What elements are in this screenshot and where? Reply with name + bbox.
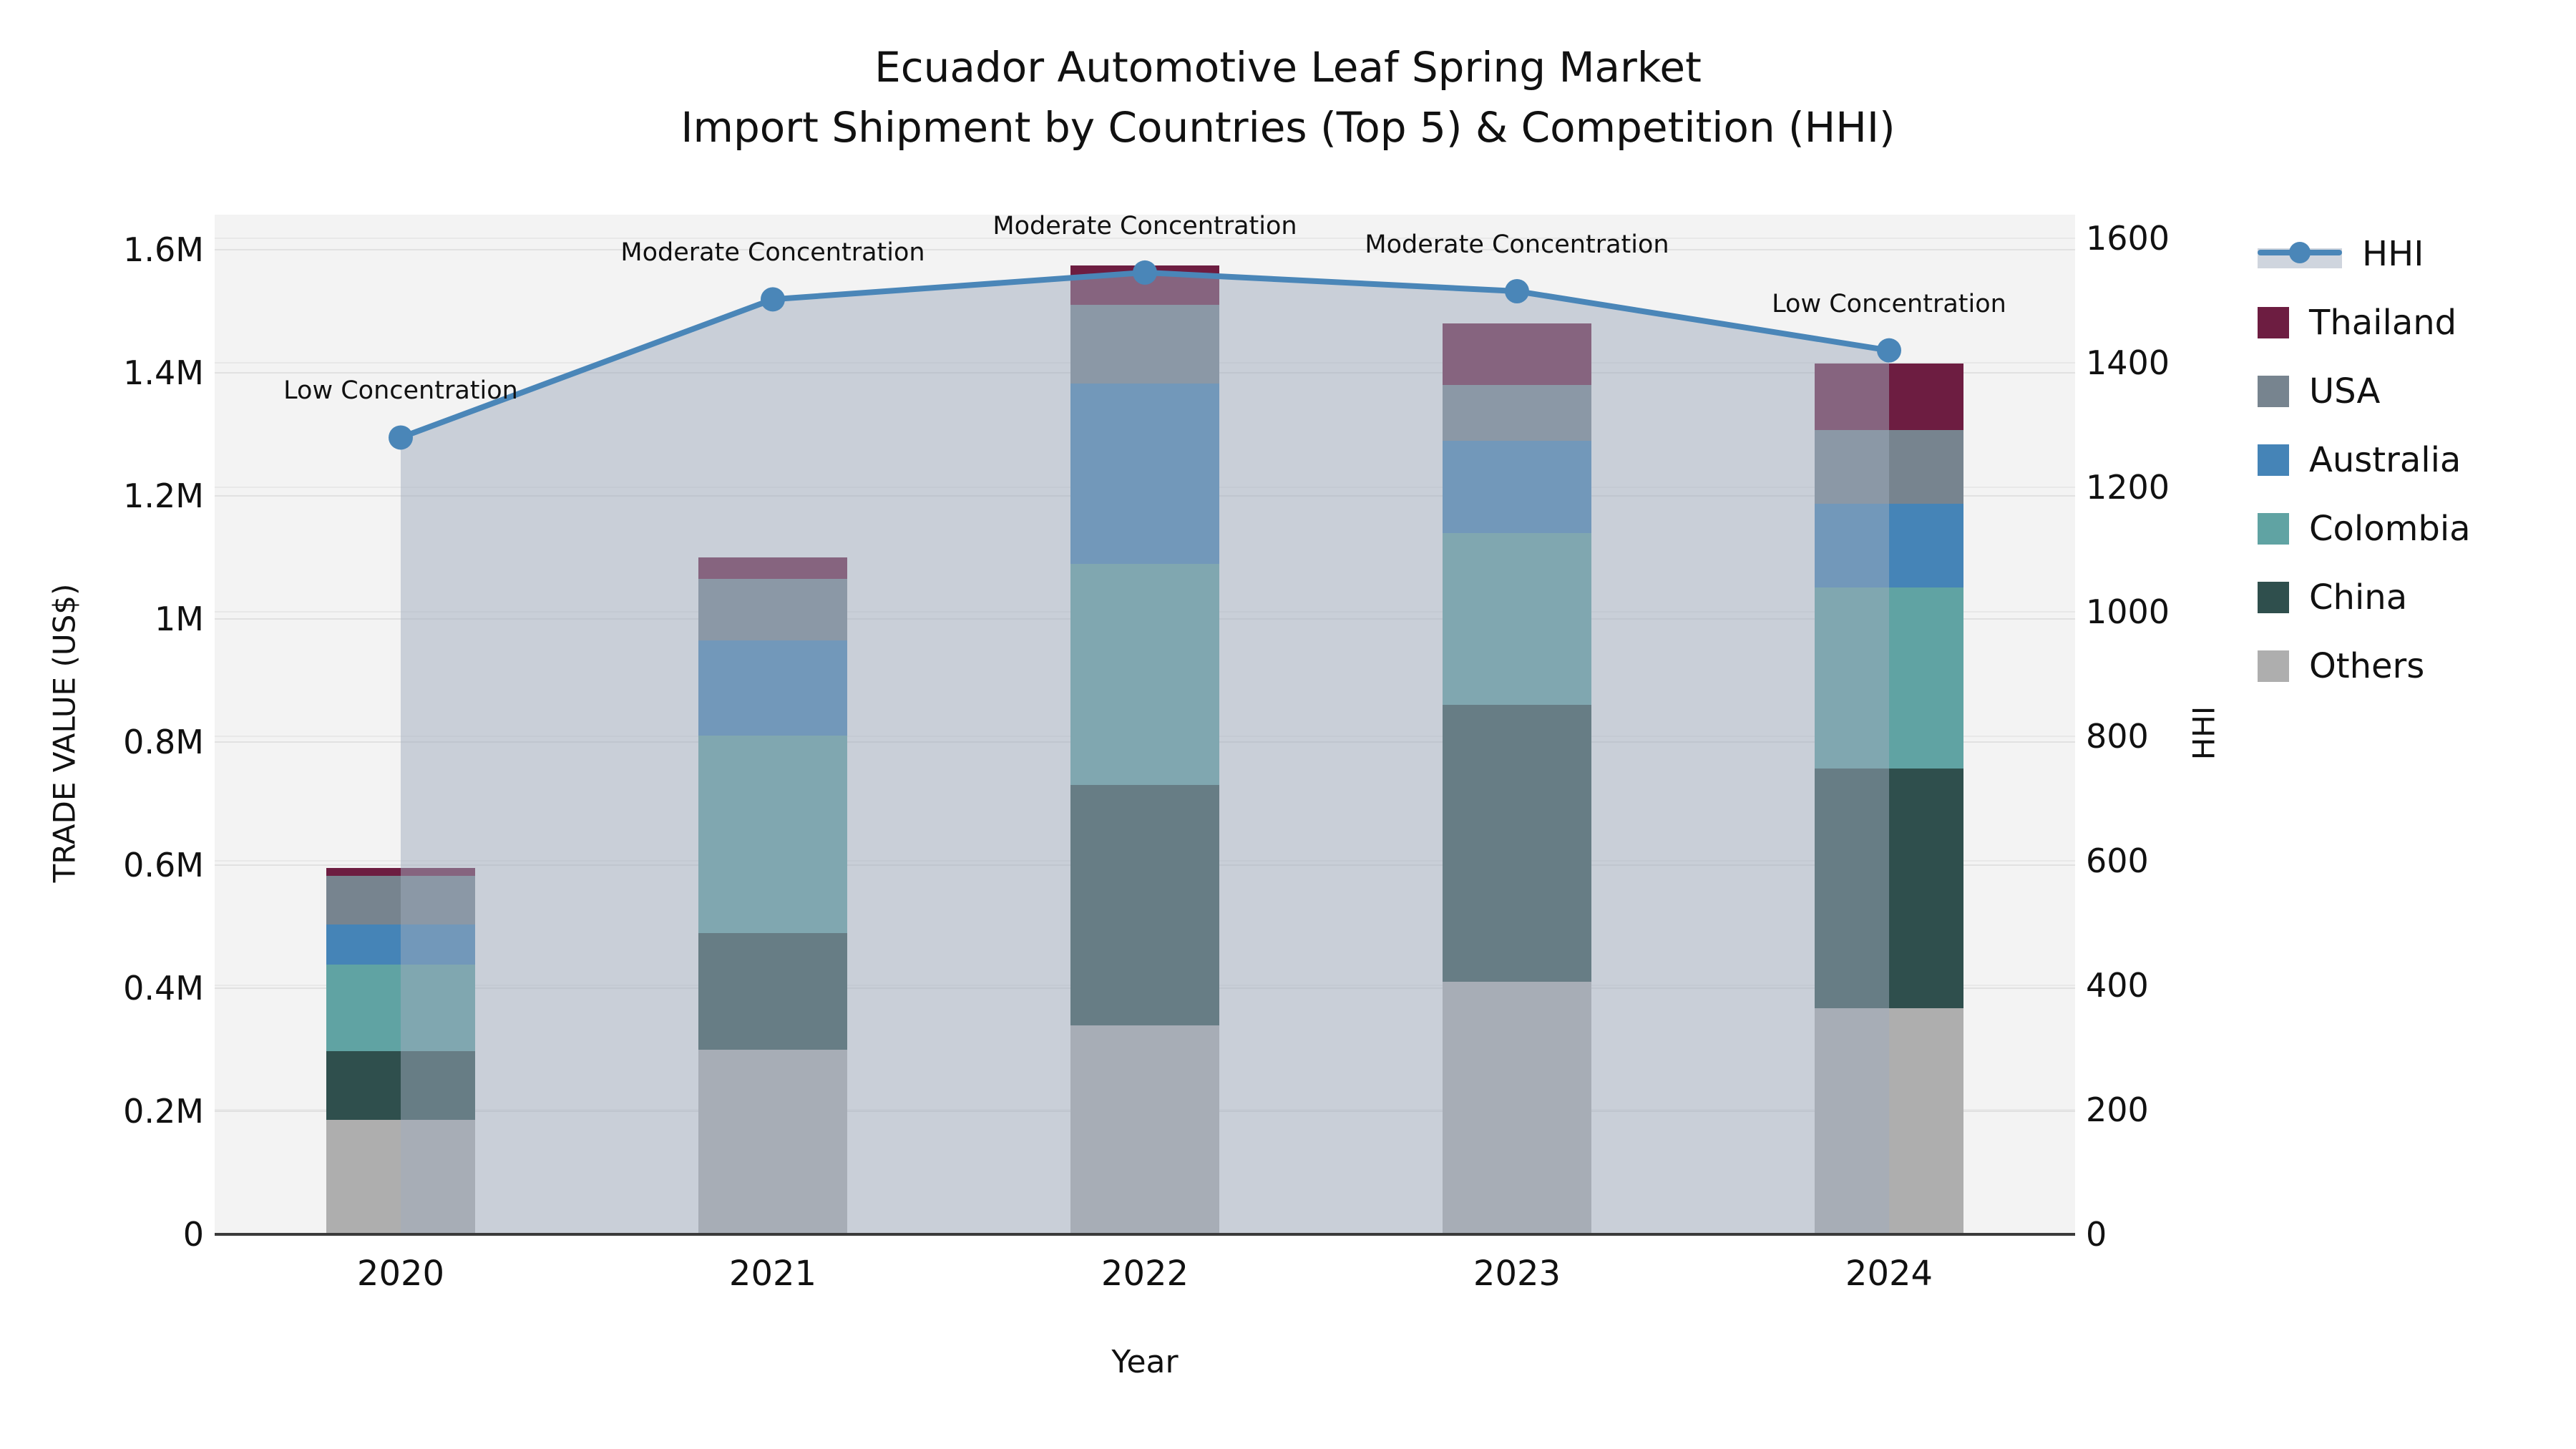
legend-item-thailand: Thailand xyxy=(2258,299,2471,346)
annotation-2023: Moderate Concentration xyxy=(1365,230,1669,259)
y-tick-right-200: 200 xyxy=(2086,1091,2149,1129)
hhi-marker-2021 xyxy=(761,287,785,312)
hhi-line-and-area-layer xyxy=(389,260,1901,1234)
legend-swatch-others xyxy=(2258,650,2289,682)
legend-label-thailand: Thailand xyxy=(2309,303,2457,343)
y-tick-left-1.4M: 1.4M xyxy=(123,353,204,393)
x-tick-2021: 2021 xyxy=(728,1254,817,1294)
y-tick-left-0.2M: 0.2M xyxy=(123,1092,204,1131)
legend-swatch-china xyxy=(2258,582,2289,613)
x-tick-2023: 2023 xyxy=(1473,1254,1561,1294)
x-tick-2022: 2022 xyxy=(1101,1254,1189,1294)
annotation-2024: Low Concentration xyxy=(1772,289,2006,318)
y-tick-right-1400: 1400 xyxy=(2086,343,2170,383)
y-tick-left-0: 0 xyxy=(182,1215,204,1254)
legend-item-colombia: Colombia xyxy=(2258,505,2471,552)
legend-item-usa: USA xyxy=(2258,368,2471,415)
hhi-marker-2023 xyxy=(1505,279,1529,304)
x-axis-label: Year xyxy=(1111,1344,1179,1380)
legend-item-china: China xyxy=(2258,574,2471,621)
y-tick-left-1.6M: 1.6M xyxy=(123,230,204,270)
hhi-area-fill xyxy=(401,272,1889,1234)
hhi-legend-marker xyxy=(2289,242,2311,263)
annotation-2022: Moderate Concentration xyxy=(992,211,1297,240)
legend-label-australia: Australia xyxy=(2309,440,2462,480)
legend-label-others: Others xyxy=(2309,646,2425,686)
y-tick-left-0.6M: 0.6M xyxy=(123,846,204,884)
legend-label-usa: USA xyxy=(2309,371,2381,411)
legend-label-china: China xyxy=(2309,577,2408,618)
y-tick-right-1000: 1000 xyxy=(2086,592,2170,632)
legend-label-hhi: HHI xyxy=(2362,234,2424,274)
y-tick-right-1600: 1600 xyxy=(2086,219,2170,258)
hhi-marker-2022 xyxy=(1133,260,1157,285)
legend-swatch-colombia xyxy=(2258,513,2289,545)
x-axis-line xyxy=(215,1233,2075,1236)
chart-title-line2: Import Shipment by Countries (Top 5) & C… xyxy=(680,103,1896,152)
y-tick-left-1.2M: 1.2M xyxy=(123,477,204,515)
hhi-marker-2020 xyxy=(389,425,413,450)
legend-item-hhi: HHI xyxy=(2258,230,2471,278)
chart-title: Ecuador Automotive Leaf Spring Market Im… xyxy=(0,37,2576,157)
plot-area: Low Concentration Moderate Concentration M… xyxy=(215,211,2075,1236)
y-tick-right-1200: 1200 xyxy=(2086,468,2170,507)
x-tick-2020: 2020 xyxy=(356,1254,445,1294)
legend-item-others: Others xyxy=(2258,643,2471,690)
y-tick-left-0.4M: 0.4M xyxy=(123,969,204,1008)
gridline-right xyxy=(215,238,2075,240)
annotation-2021: Moderate Concentration xyxy=(620,238,925,268)
x-tick-2024: 2024 xyxy=(1845,1254,1933,1294)
legend-swatch-usa xyxy=(2258,376,2289,407)
legend-swatch-australia xyxy=(2258,444,2289,476)
hhi-marker-2024 xyxy=(1877,338,1901,363)
annotation-2020: Low Concentration xyxy=(283,376,518,406)
y-tick-right-0: 0 xyxy=(2086,1215,2107,1254)
hhi-legend-symbol xyxy=(2258,240,2342,268)
y-tick-right-600: 600 xyxy=(2086,841,2149,881)
legend-label-colombia: Colombia xyxy=(2309,509,2471,549)
legend: HHI Thailand USA Australia Colombia China Othe… xyxy=(2258,230,2471,690)
y-tick-right-400: 400 xyxy=(2086,966,2149,1005)
gridline-left xyxy=(215,249,2075,251)
y-tick-left-0.8M: 0.8M xyxy=(123,723,204,761)
legend-item-australia: Australia xyxy=(2258,436,2471,484)
legend-swatch-thailand xyxy=(2258,307,2289,338)
chart-title-line1: Ecuador Automotive Leaf Spring Market xyxy=(874,43,1702,92)
y-tick-left-1M: 1M xyxy=(155,600,204,638)
y-tick-right-800: 800 xyxy=(2086,717,2149,756)
